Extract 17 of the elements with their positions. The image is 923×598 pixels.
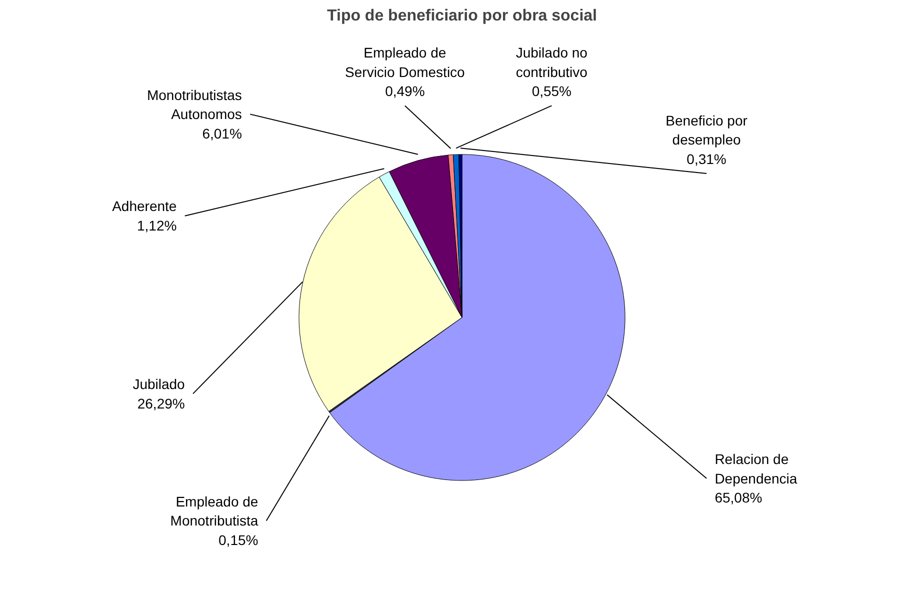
data-label: 0,55% bbox=[532, 83, 572, 100]
slice-label: Empleado de Monotributista bbox=[170, 494, 258, 529]
slice-label: Relacion de Dependencia bbox=[714, 451, 798, 486]
data-label: 26,29% bbox=[137, 395, 185, 412]
slice-label: Monotributistas Autonomos bbox=[146, 86, 242, 122]
slice-label: Adherente bbox=[112, 198, 177, 214]
slice-label: Jubilado no contributivo bbox=[516, 44, 588, 80]
slice-label: Beneficio por desempleo bbox=[666, 112, 748, 148]
data-label: 0,15% bbox=[218, 532, 258, 548]
data-label: 0,31% bbox=[686, 150, 726, 167]
data-label: 1,12% bbox=[137, 217, 177, 234]
data-label: 65,08% bbox=[714, 490, 762, 506]
data-label: 6,01% bbox=[202, 125, 242, 142]
data-label: 0,49% bbox=[385, 83, 425, 100]
slice-label: Jubilado bbox=[132, 376, 186, 392]
slice-label: Empleado de Servicio Domestico bbox=[345, 44, 466, 80]
chart-title: Tipo de beneficiario por obra social bbox=[327, 8, 597, 24]
